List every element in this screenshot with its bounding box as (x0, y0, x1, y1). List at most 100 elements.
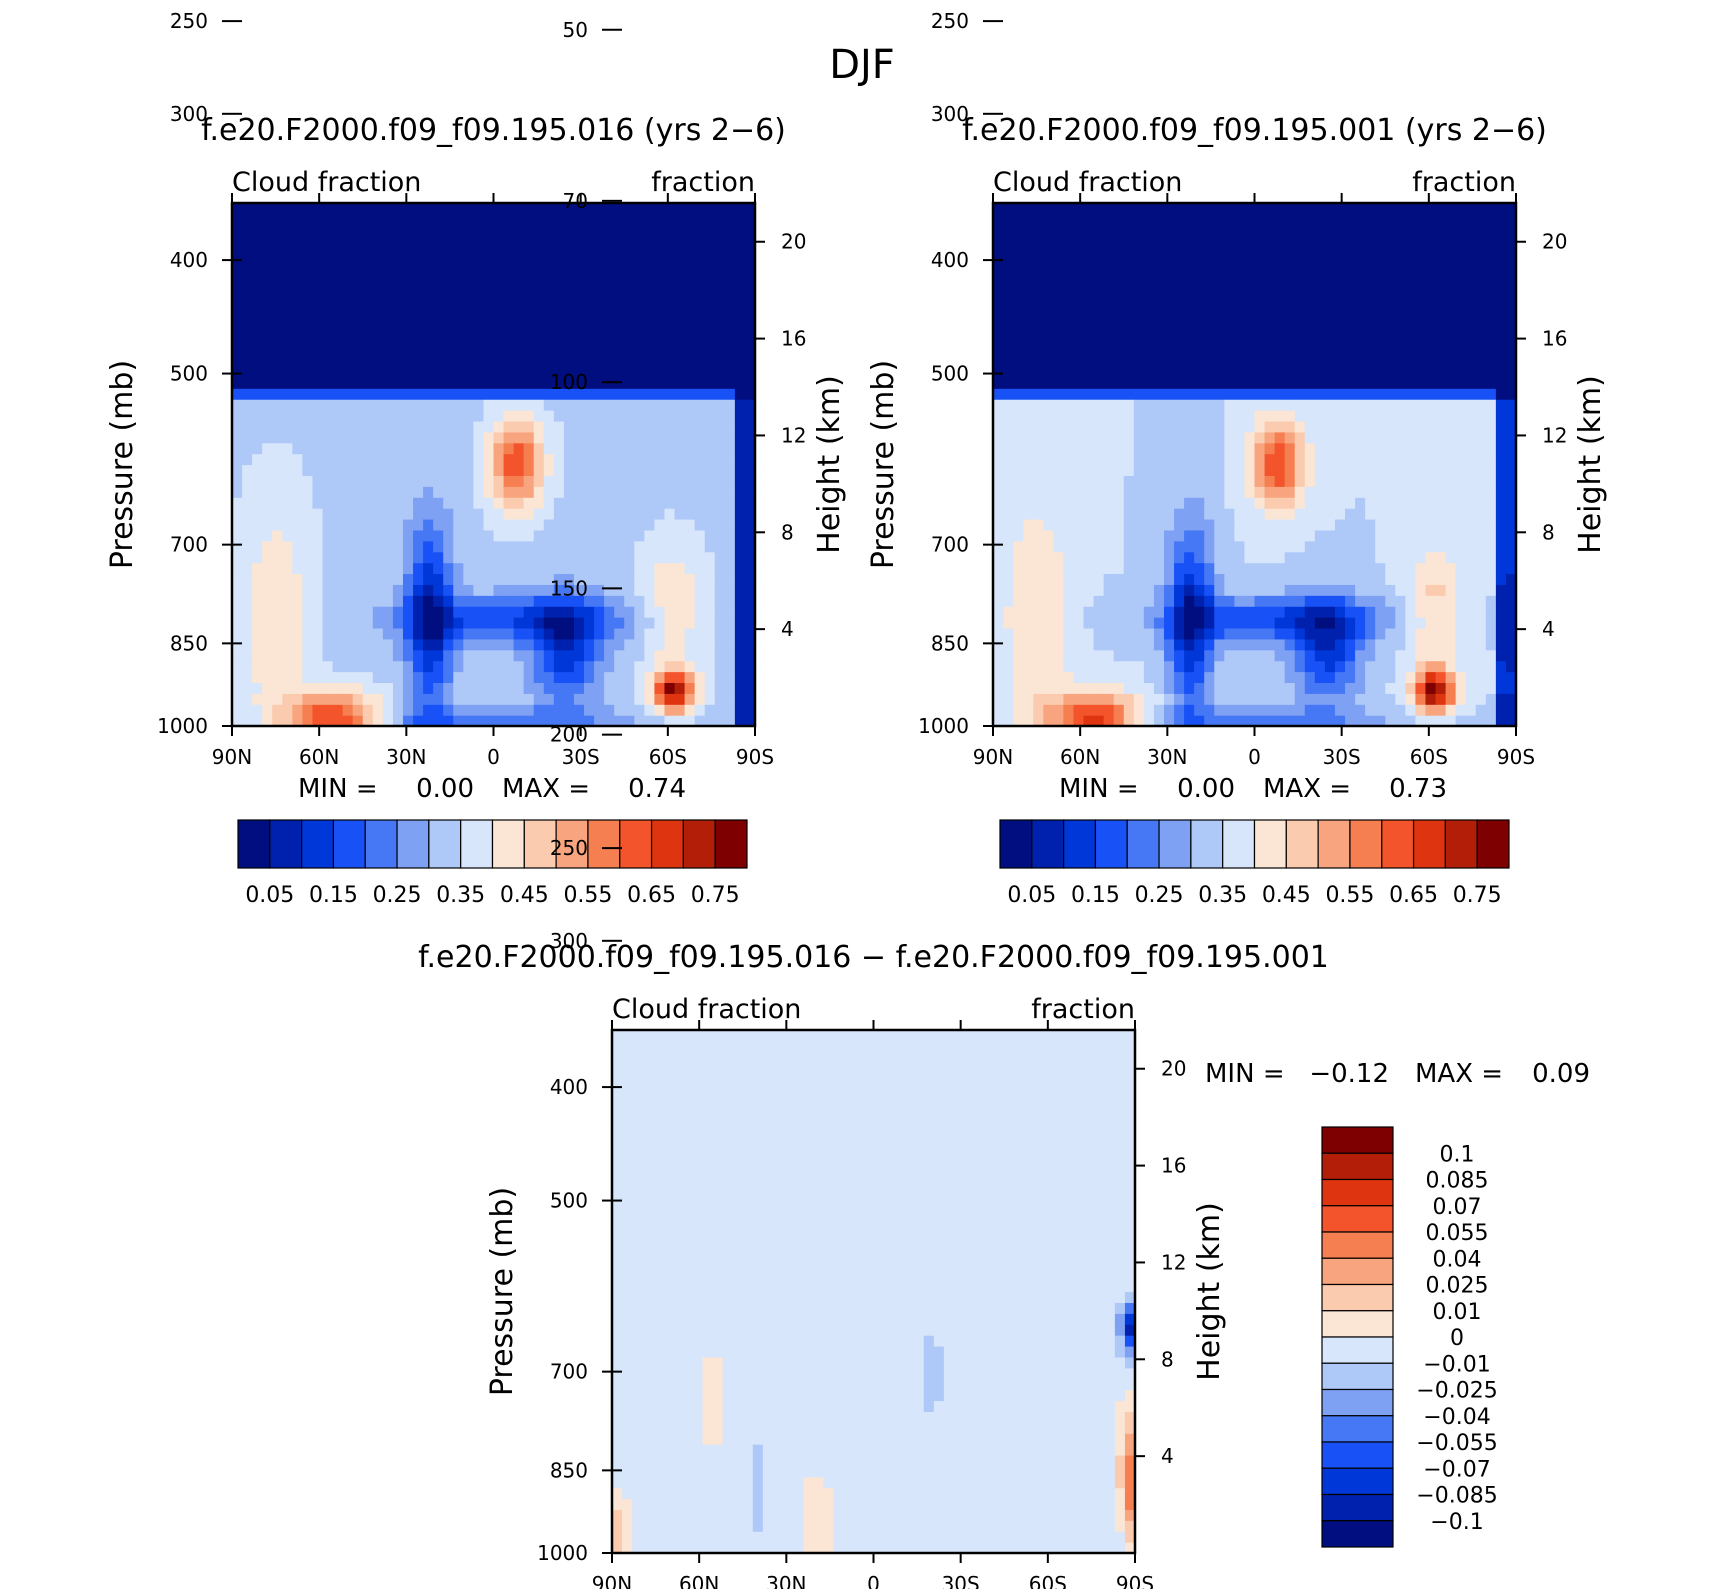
field-cell (1033, 671, 1044, 684)
field-cell (674, 333, 686, 346)
field-cell (1405, 693, 1417, 705)
field-cell (744, 246, 756, 259)
field-cell (312, 301, 324, 313)
field-cell (1123, 322, 1135, 335)
field-cell (1234, 301, 1246, 313)
field-cell (543, 290, 555, 302)
field-cell (1465, 431, 1477, 444)
field-cell (503, 224, 515, 237)
field-cell (744, 551, 756, 564)
field-cell (433, 420, 444, 433)
field-cell (372, 715, 384, 727)
field-cell (654, 518, 666, 531)
field-cell (1385, 311, 1396, 324)
field-cell (443, 562, 454, 575)
field-cell (1445, 224, 1457, 237)
field-cell (1143, 638, 1155, 651)
field-cell (322, 660, 334, 673)
field-cell (292, 355, 304, 368)
field-cell (232, 540, 243, 553)
field-cell (463, 301, 474, 313)
field-cell (423, 399, 434, 411)
field-cell (734, 224, 746, 237)
field-cell (1445, 715, 1457, 727)
field-cell (744, 268, 756, 280)
field-cell (332, 682, 344, 694)
field-cell (372, 704, 384, 716)
field-cell (1375, 301, 1386, 313)
field-cell (1003, 508, 1014, 520)
field-cell (674, 584, 686, 596)
field-cell (1465, 540, 1477, 553)
field-cell (483, 464, 495, 476)
field-cell (433, 453, 444, 466)
field-cell (242, 268, 253, 280)
field-cell (443, 290, 454, 302)
field-cell (1163, 606, 1175, 618)
field-cell (1153, 573, 1165, 585)
field-cell (513, 508, 525, 520)
field-cell (1355, 377, 1366, 389)
field-cell (302, 279, 314, 291)
field-cell (252, 246, 263, 259)
field-cell (262, 660, 273, 673)
field-cell (1153, 442, 1165, 455)
field-cell (352, 301, 364, 313)
field-cell (1334, 693, 1346, 705)
field-cell (1033, 573, 1044, 585)
field-cell (1375, 268, 1386, 280)
field-cell (634, 344, 645, 357)
field-cell (1093, 333, 1105, 346)
field-cell (322, 551, 334, 564)
field-cell (1485, 420, 1497, 433)
field-cell (1284, 660, 1296, 673)
field-cell (242, 518, 253, 531)
field-cell (382, 508, 394, 520)
field-cell (1214, 366, 1225, 378)
field-cell (322, 453, 334, 466)
stats-max-label: MAX = (502, 774, 590, 804)
field-cell (322, 638, 334, 651)
field-cell (1355, 290, 1366, 302)
field-cell (453, 355, 464, 368)
field-cell (433, 693, 444, 705)
field-cell (1224, 442, 1235, 455)
field-cell (302, 311, 314, 324)
field-cell (242, 540, 253, 553)
field-cell (503, 595, 515, 607)
field-cell (1163, 344, 1175, 357)
field-cell (684, 638, 696, 651)
field-cell (413, 464, 424, 476)
field-cell (1003, 279, 1014, 291)
field-cell (1224, 453, 1235, 466)
field-cell (1465, 573, 1477, 585)
field-cell (1304, 486, 1316, 498)
field-cell (734, 715, 746, 727)
field-cell (262, 420, 273, 433)
field-cell (413, 377, 424, 389)
field-cell (744, 213, 756, 226)
field-cell (724, 660, 736, 673)
field-cell (694, 301, 706, 313)
field-cell (483, 322, 495, 335)
field-cell (1003, 203, 1014, 215)
field-cell (684, 606, 696, 618)
field-cell (674, 497, 686, 509)
field-cell (594, 301, 605, 313)
field-cell (443, 540, 454, 553)
field-cell (584, 715, 595, 727)
field-cell (1043, 682, 1054, 694)
field-cell (1143, 399, 1155, 411)
field-cell (513, 420, 525, 433)
field-cell (1465, 464, 1477, 476)
field-cell (483, 518, 495, 531)
field-cell (1415, 453, 1427, 466)
field-cell (1113, 257, 1125, 269)
field-cell (272, 431, 283, 444)
field-cell (1113, 475, 1125, 487)
field-cell (1375, 617, 1386, 629)
field-cell (553, 627, 565, 640)
field-cell (1133, 279, 1145, 291)
field-cell (714, 584, 726, 596)
field-cell (503, 279, 515, 291)
